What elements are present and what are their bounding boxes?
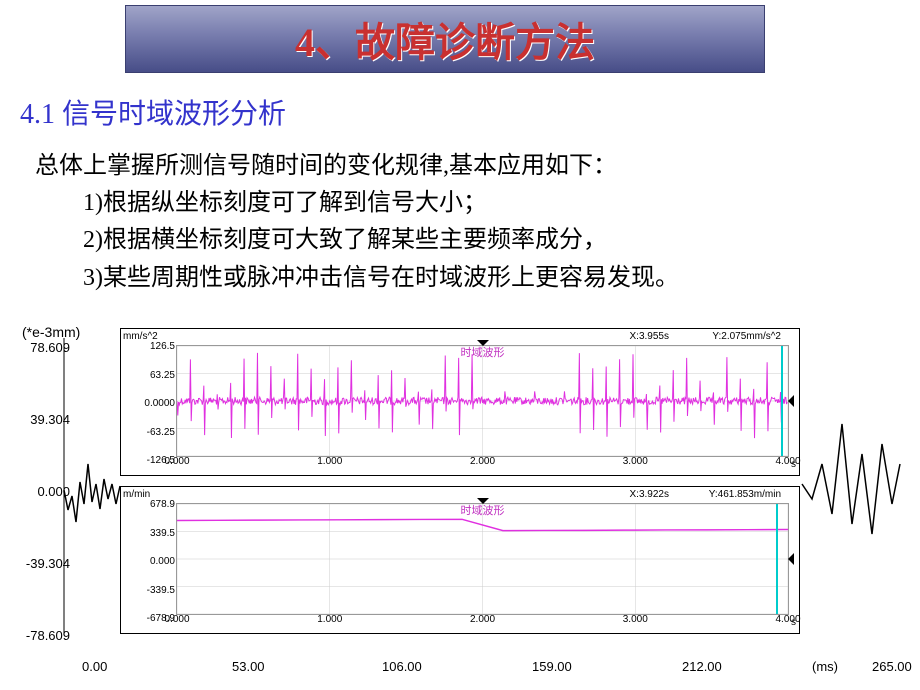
panel-x-tick: 0.000: [164, 456, 189, 467]
panel1-cursor-y: Y:2.075mm/s^2: [712, 331, 781, 342]
panel-y-tick: -63.25: [147, 427, 175, 438]
panel2-cursor-line: [776, 504, 778, 614]
panel2-cursor-x: X:3.922s: [630, 489, 669, 500]
panel-x-tick: 0.000: [164, 614, 189, 625]
outer-x-tick: 212.00: [682, 659, 722, 674]
panel2-right-marker-icon: [788, 553, 794, 565]
panel-x-tick: 3.000: [623, 456, 648, 467]
outer-x-unit: (ms): [812, 659, 838, 674]
panel-y-tick: 678.9: [150, 499, 175, 510]
body-item-3: 3)某些周期性或脉冲冲击信号在时域波形上更容易发现。: [35, 260, 679, 297]
panel-x-tick: 4.000: [775, 456, 800, 467]
panel-x-tick: 2.000: [470, 614, 495, 625]
body-item-1: 1)根据纵坐标刻度可了解到信号大小；: [35, 185, 679, 222]
chart-area: (*e-3mm) 78.60939.3040.000-39.304-78.609…: [12, 324, 908, 674]
panel-x-tick: 1.000: [317, 456, 342, 467]
panel2-y-unit: m/min: [123, 489, 150, 500]
outer-x-tick: 53.00: [232, 659, 265, 674]
main-title: 4、故障诊断方法: [295, 10, 595, 68]
panel2-plot-area: 时域波形 s 678.9339.50.000-339.5-678.9 0.000…: [176, 503, 789, 615]
panel1-cursor-line: [781, 346, 783, 456]
panel-x-tick: 3.000: [623, 614, 648, 625]
outer-x-tick: 0.00: [82, 659, 107, 674]
waveform-panel-1: mm/s^2 X:3.955s Y:2.075mm/s^2 时域波形 s 126…: [120, 328, 800, 476]
panel-x-tick: 2.000: [470, 456, 495, 467]
outer-x-tick: 265.00: [872, 659, 912, 674]
body-item-2: 2)根据横坐标刻度可大致了解某些主要频率成分，: [35, 222, 679, 259]
waveform-panel-2: m/min X:3.922s Y:461.853m/min 时域波形 s 678…: [120, 486, 800, 634]
panel1-waveform: [177, 346, 788, 456]
panel-y-tick: 0.000: [150, 556, 175, 567]
outer-x-tick: 106.00: [382, 659, 422, 674]
panel1-right-marker-icon: [788, 395, 794, 407]
panel-y-tick: 0.0000: [144, 398, 175, 409]
panel1-title: 时域波形: [461, 344, 505, 360]
panel-y-tick: 63.25: [150, 370, 175, 381]
panel-x-tick: 1.000: [317, 614, 342, 625]
panel2-waveform: [177, 504, 788, 614]
title-bar: 4、故障诊断方法: [125, 5, 765, 73]
panel1-plot-area: 时域波形 s 126.563.250.0000-63.25-126.5 0.00…: [176, 345, 789, 457]
panel2-cursor-y: Y:461.853m/min: [709, 489, 781, 500]
body-intro: 总体上掌握所测信号随时间的变化规律,基本应用如下：: [35, 148, 679, 185]
panel1-cursor-x: X:3.955s: [630, 331, 669, 342]
outer-x-tick: 159.00: [532, 659, 572, 674]
panel-x-tick: 4.000: [775, 614, 800, 625]
body-text: 总体上掌握所测信号随时间的变化规律,基本应用如下： 1)根据纵坐标刻度可了解到信…: [35, 148, 679, 297]
section-subtitle: 4.1 信号时域波形分析: [20, 92, 286, 132]
panel2-title: 时域波形: [461, 502, 505, 518]
panel-y-tick: 126.5: [150, 341, 175, 352]
panel-y-tick: -339.5: [147, 585, 175, 596]
panel-y-tick: 339.5: [150, 528, 175, 539]
